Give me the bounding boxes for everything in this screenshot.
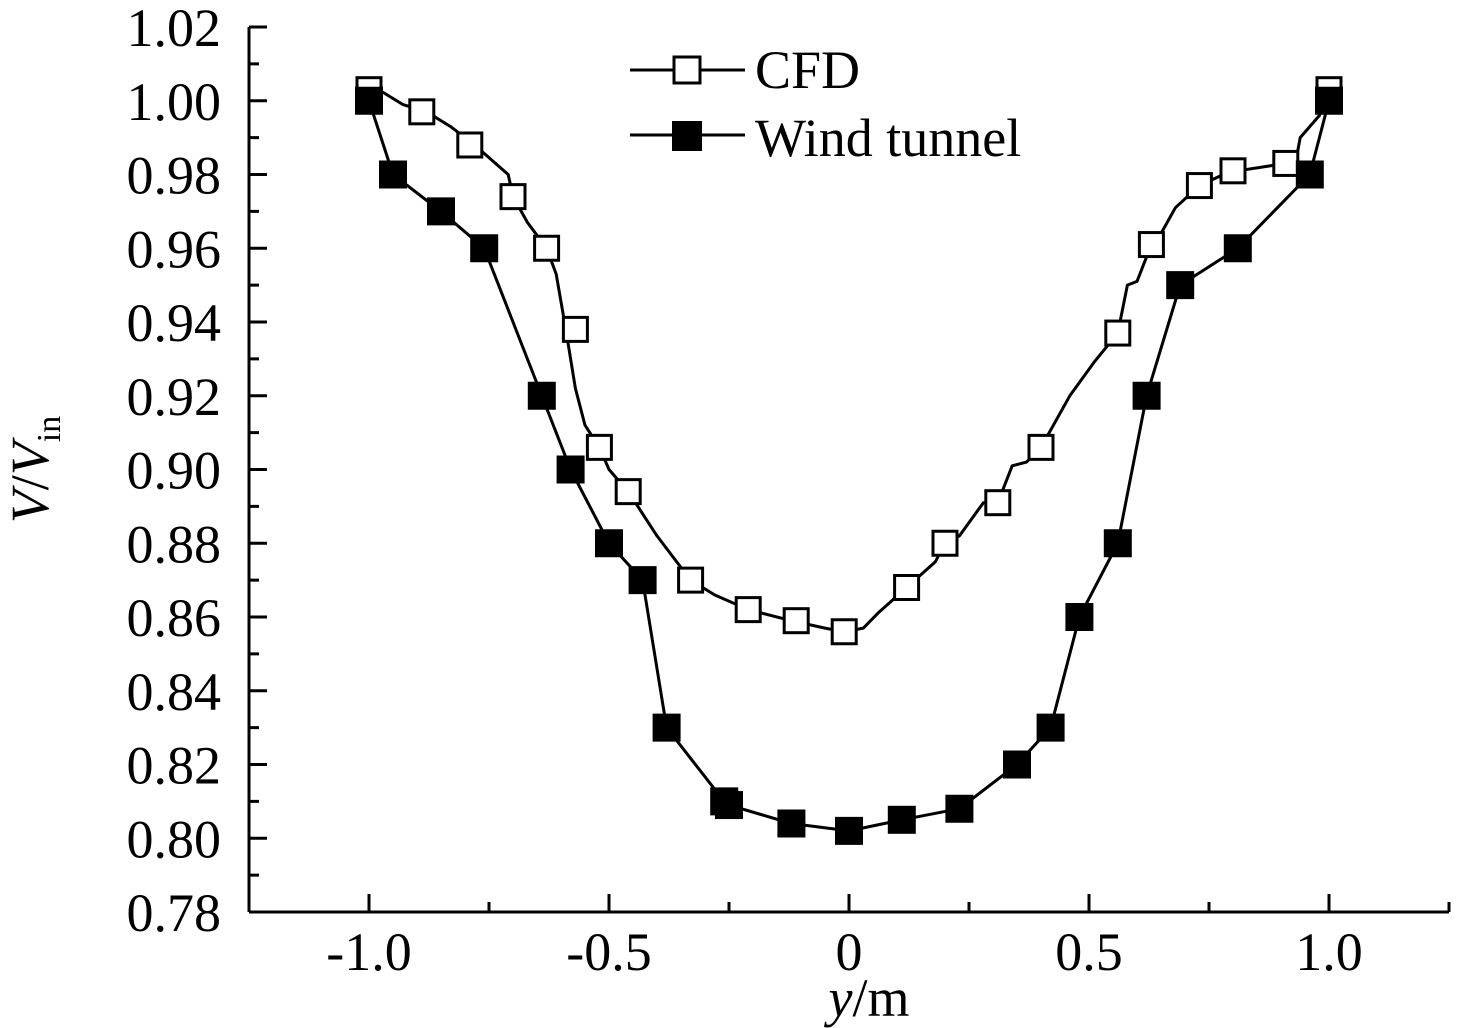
- data-point-marker: [561, 315, 589, 343]
- data-point-marker: [1137, 231, 1165, 259]
- y-tick-label: 0.80: [127, 809, 222, 869]
- data-point-marker: [533, 234, 561, 262]
- series-wind-tunnel: [355, 86, 1343, 845]
- data-point-marker: [1219, 157, 1247, 185]
- y-tick-label: 0.84: [127, 662, 222, 722]
- y-tick-label: 0.96: [127, 219, 222, 279]
- data-point-marker: [1223, 234, 1252, 263]
- x-tick-label: 0.5: [1055, 922, 1123, 982]
- data-point-marker: [1036, 713, 1065, 742]
- x-tick-label: 0: [836, 922, 863, 982]
- data-point-marker: [1003, 750, 1031, 779]
- data-point-marker: [1166, 271, 1195, 300]
- data-point-marker: [379, 160, 407, 189]
- data-point-marker: [1132, 381, 1161, 410]
- series-line: [367, 100, 1331, 833]
- data-point-marker: [984, 489, 1012, 517]
- data-point-marker: [734, 596, 762, 624]
- y-tick-label: 0.82: [127, 736, 222, 796]
- data-point-marker: [715, 791, 743, 820]
- data-point-marker: [1027, 433, 1055, 461]
- axis-ticks: [247, 25, 1451, 914]
- legend-marker-wind-tunnel: [672, 121, 702, 151]
- data-point-marker: [1065, 603, 1094, 631]
- series-layer: [355, 76, 1343, 845]
- data-point-marker: [628, 566, 657, 595]
- y-tick-label: 1.00: [127, 72, 222, 132]
- data-point-marker: [830, 618, 858, 646]
- data-point-marker: [931, 529, 959, 557]
- legend-marker-cfd: [672, 55, 702, 85]
- series-line: [369, 88, 1331, 634]
- data-point-marker: [1185, 172, 1213, 200]
- data-point-marker: [585, 433, 613, 461]
- x-tick-label: 1.0: [1295, 922, 1363, 982]
- data-point-marker: [1104, 319, 1132, 347]
- data-point-marker: [1295, 160, 1324, 189]
- y-tick-label: 1.02: [127, 0, 222, 58]
- data-point-marker: [1315, 86, 1343, 115]
- data-point-marker: [777, 809, 806, 838]
- y-axis-title: V/Vin: [0, 416, 68, 523]
- x-axis-title-unit: /m: [852, 968, 909, 1028]
- x-axis-title-var: y: [824, 968, 853, 1028]
- data-point-marker: [945, 794, 974, 823]
- y-tick-label: 0.98: [127, 146, 222, 206]
- y-axis-title-slash: /: [0, 475, 60, 490]
- data-point-marker: [427, 197, 455, 226]
- x-tick-label: -1.0: [326, 922, 411, 982]
- y-tick-label: 0.88: [127, 514, 222, 574]
- y-tick-label: 0.94: [127, 293, 222, 353]
- legend-label-wind-tunnel: Wind tunnel: [755, 108, 1021, 168]
- data-point-marker: [652, 713, 681, 742]
- data-point-marker: [355, 86, 383, 115]
- y-axis-title-var2: V: [0, 436, 60, 475]
- x-tick-labels: -1.0 -0.5 0 0.5 1.0: [326, 922, 1362, 982]
- data-point-marker: [1103, 529, 1132, 558]
- data-point-marker: [782, 607, 810, 635]
- data-point-marker: [614, 478, 642, 506]
- legend-label-cfd: CFD: [755, 40, 860, 100]
- data-point-marker: [677, 566, 705, 594]
- data-point-marker: [893, 574, 921, 601]
- data-point-marker: [835, 816, 863, 845]
- data-point-marker: [456, 131, 484, 159]
- y-tick-label: 0.92: [127, 367, 222, 427]
- data-point-marker: [470, 234, 499, 263]
- x-axis-title: y/m: [824, 968, 910, 1028]
- data-point-marker: [527, 381, 556, 410]
- y-tick-label: 0.78: [127, 883, 222, 943]
- y-tick-labels: 0.78 0.80 0.82 0.84 0.86 0.88 0.90 0.92 0.94 0.96…: [127, 0, 222, 943]
- data-point-marker: [499, 183, 527, 211]
- data-point-marker: [556, 455, 585, 484]
- data-point-marker: [595, 529, 623, 558]
- y-axis-title-subscript: in: [31, 416, 68, 442]
- y-tick-label: 0.90: [127, 441, 222, 501]
- legend: CFD Wind tunnel: [630, 40, 1021, 168]
- y-axis-title-var: V: [0, 484, 60, 523]
- data-point-marker: [408, 98, 436, 126]
- data-point-marker: [1272, 149, 1300, 177]
- data-point-marker: [887, 805, 916, 834]
- x-tick-label: -0.5: [566, 922, 651, 982]
- y-tick-label: 0.86: [127, 588, 222, 648]
